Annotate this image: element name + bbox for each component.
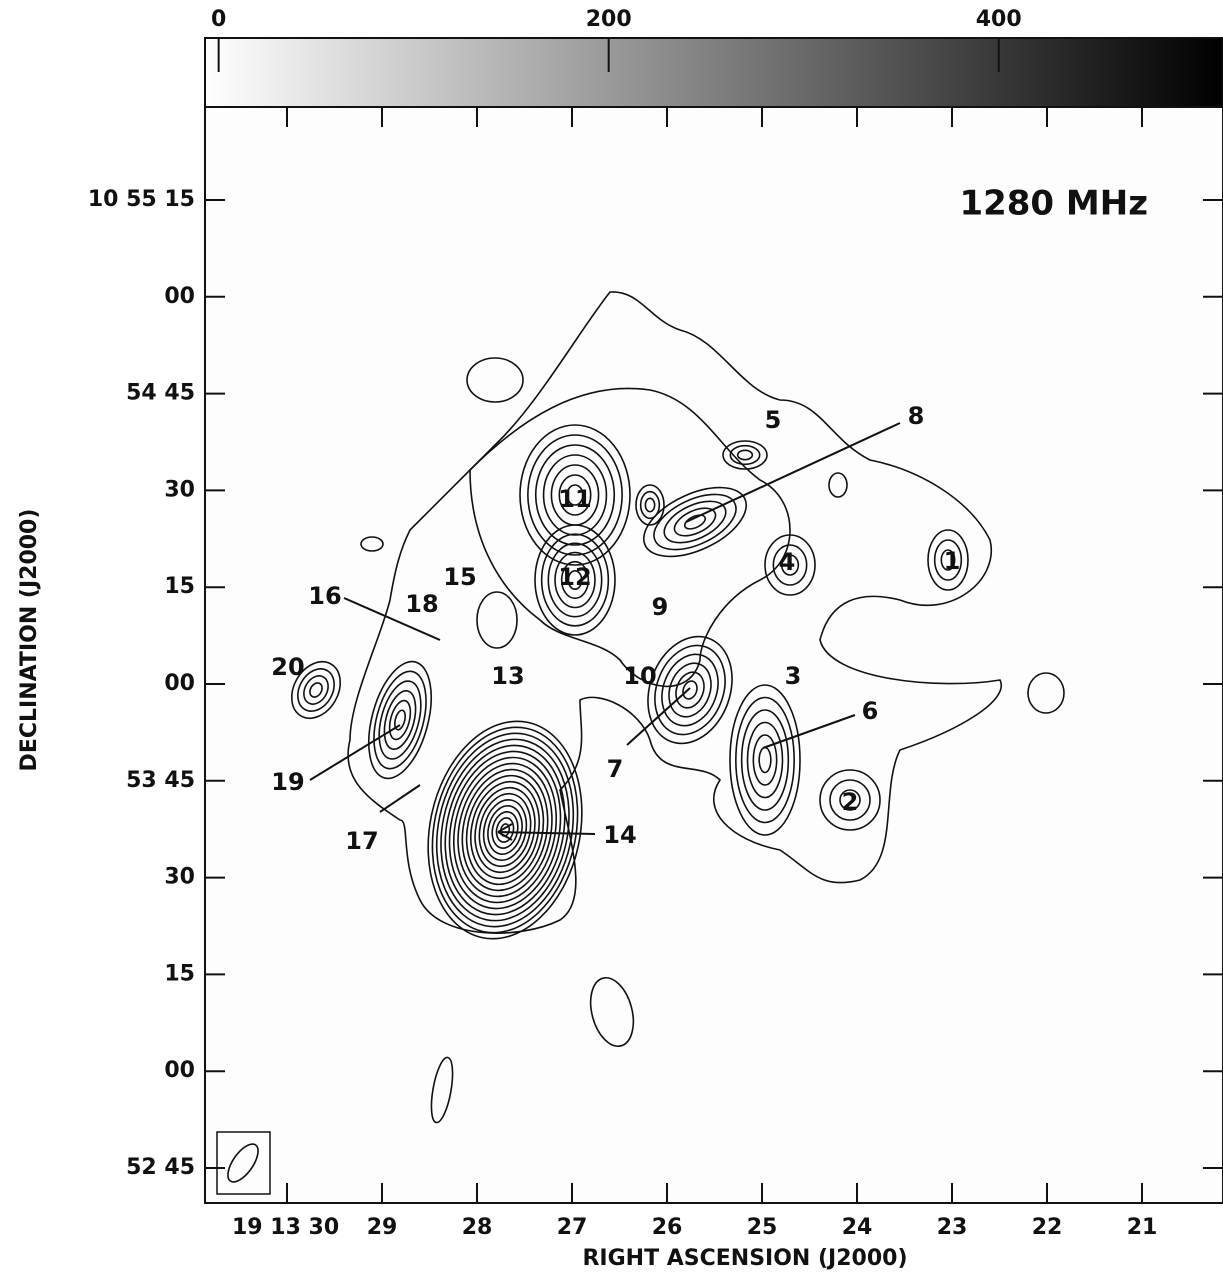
colorbar-tick-label: 0	[211, 7, 226, 32]
source-label: 3	[785, 662, 802, 690]
source-label: 18	[405, 590, 438, 618]
source-label: 2	[842, 788, 859, 816]
x-axis-title: RIGHT ASCENSION (J2000)	[582, 1246, 907, 1271]
y-tick-label: 15	[164, 574, 195, 599]
source-label: 1	[944, 547, 961, 575]
source-label: 11	[558, 485, 591, 513]
x-tick-label: 23	[937, 1215, 968, 1240]
figure: 1280 MHz RIGHT ASCENSION (J2000) DECLINA…	[0, 0, 1223, 1279]
source-label: 12	[558, 563, 591, 591]
colorbar	[205, 38, 1223, 107]
source-label: 13	[491, 662, 524, 690]
y-tick-label: 10 55 15	[88, 187, 195, 212]
y-tick-label: 00	[164, 284, 195, 309]
source-label: 7	[607, 755, 624, 783]
source-label: 15	[443, 563, 476, 591]
x-tick-label: 25	[747, 1215, 778, 1240]
source-label: 8	[908, 402, 925, 430]
plot-frame	[205, 107, 1223, 1203]
y-tick-label: 15	[164, 961, 195, 986]
source-label: 6	[862, 697, 879, 725]
source-label: 17	[345, 827, 378, 855]
y-tick-label: 53 45	[126, 768, 195, 793]
source-label: 9	[652, 593, 669, 621]
x-tick-label: 27	[557, 1215, 588, 1240]
x-tick-label: 21	[1127, 1215, 1158, 1240]
y-tick-label: 52 45	[126, 1155, 195, 1180]
colorbar-tick-label: 400	[976, 7, 1022, 32]
y-tick-label: 54 45	[126, 381, 195, 406]
source-label: 16	[308, 582, 341, 610]
x-tick-label: 28	[462, 1215, 493, 1240]
source-label: 14	[603, 821, 636, 849]
y-tick-label: 00	[164, 671, 195, 696]
x-tick-label: 24	[842, 1215, 873, 1240]
y-tick-label: 30	[164, 477, 195, 502]
source-label: 5	[765, 406, 782, 434]
colorbar-tick-label: 200	[586, 7, 632, 32]
source-label: 19	[271, 768, 304, 796]
source-label: 10	[623, 662, 656, 690]
x-tick-label: 19 13 30	[232, 1215, 339, 1240]
source-label: 4	[779, 548, 796, 576]
y-axis-title: DECLINATION (J2000)	[17, 509, 42, 772]
frequency-label: 1280 MHz	[959, 184, 1148, 224]
x-tick-label: 29	[367, 1215, 398, 1240]
x-tick-label: 22	[1032, 1215, 1063, 1240]
source-label: 20	[271, 653, 304, 681]
y-tick-label: 00	[164, 1058, 195, 1083]
x-tick-label: 26	[652, 1215, 683, 1240]
y-tick-label: 30	[164, 865, 195, 890]
